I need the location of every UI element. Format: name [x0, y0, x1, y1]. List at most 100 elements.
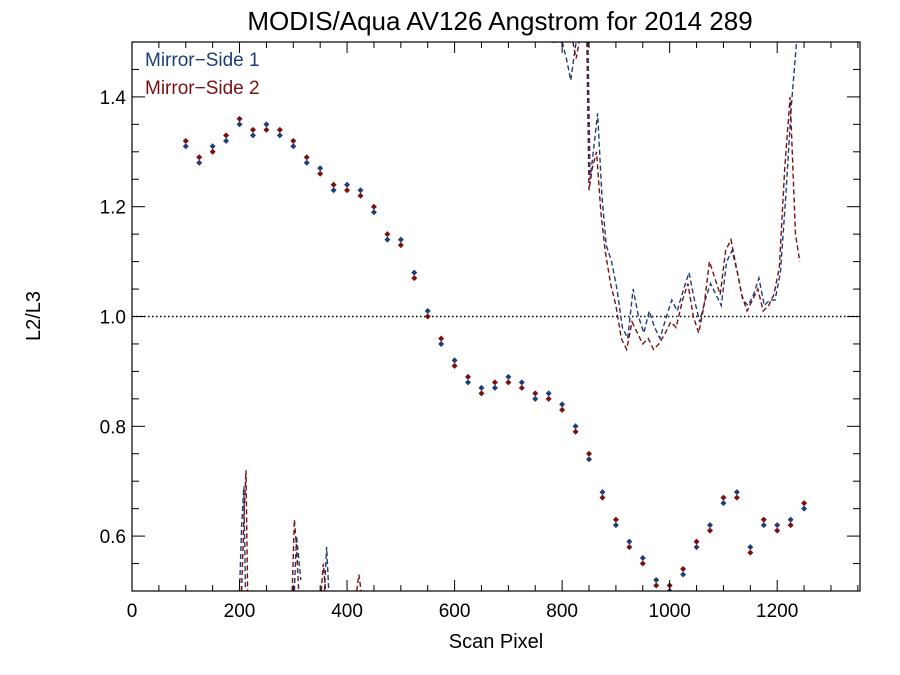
- mirror-side1-point: [438, 340, 445, 347]
- mirror-side2-point: [196, 154, 203, 161]
- mirror-side1-point: [236, 121, 243, 128]
- x-tick-label: 0: [127, 601, 138, 622]
- mirror-side1-point: [263, 121, 270, 128]
- mirror-side2-point: [303, 154, 310, 161]
- mirror-side1-point: [733, 489, 740, 496]
- mirror-side2-point: [182, 137, 189, 144]
- mirror-side1-point: [465, 379, 472, 386]
- x-tick-label: 600: [439, 601, 471, 622]
- mirror-side1-point: [680, 571, 687, 578]
- y-axis-label: L2/L3: [23, 291, 45, 341]
- mirror-side2-point: [572, 428, 579, 435]
- mirror-side1-point: [370, 209, 377, 216]
- x-axis-label: Scan Pixel: [449, 631, 544, 653]
- mirror-side2-point: [706, 527, 713, 534]
- x-tick-label: 200: [224, 601, 256, 622]
- mirror-side2-point: [236, 115, 243, 122]
- x-tick-label: 1200: [756, 601, 798, 622]
- mirror-side1-point: [572, 423, 579, 430]
- mirror-side2-point: [518, 384, 525, 391]
- mirror-side2-point: [720, 494, 727, 501]
- mirror-side1-point: [290, 143, 297, 150]
- mirror-side2-point: [626, 544, 633, 551]
- mirror-side1-point: [599, 489, 606, 496]
- legend-entry-side2: Mirror−Side 2: [145, 78, 260, 99]
- x-tick-label: 800: [546, 601, 578, 622]
- mirror-side1-point: [774, 522, 781, 529]
- mirror-side2-point: [465, 373, 472, 380]
- mirror-side1-point: [209, 143, 216, 150]
- mirror-side2-point: [505, 379, 512, 386]
- mirror-side2-point: [223, 132, 230, 139]
- dashed-profile-line: [238, 486, 247, 591]
- mirror-side2-point: [209, 148, 216, 155]
- mirror-side2-point: [438, 335, 445, 342]
- mirror-side2-point: [639, 560, 646, 567]
- mirror-side1-point: [532, 395, 539, 402]
- y-tick-label: 0.8: [100, 417, 126, 438]
- mirror-side1-point: [787, 516, 794, 523]
- mirror-side2-point: [801, 500, 808, 507]
- mirror-side2-point: [693, 538, 700, 545]
- plot-clip-group: [132, 42, 860, 591]
- mirror-side2-point: [545, 395, 552, 402]
- mirror-side1-point: [693, 544, 700, 551]
- mirror-side1-point: [451, 357, 458, 364]
- mirror-side2-point: [787, 522, 794, 529]
- mirror-side2-point: [478, 390, 485, 397]
- x-tick-label: 400: [331, 601, 363, 622]
- mirror-side1-point: [626, 538, 633, 545]
- mirror-side1-point: [249, 132, 256, 139]
- mirror-side2-point: [384, 231, 391, 238]
- chart-title: MODIS/Aqua AV126 Angstrom for 2014 289: [247, 6, 752, 36]
- mirror-side1-point: [478, 384, 485, 391]
- mirror-side1-point: [801, 505, 808, 512]
- mirror-side2-point: [532, 390, 539, 397]
- mirror-side2-point: [424, 313, 431, 320]
- mirror-side1-point: [545, 390, 552, 397]
- mirror-side2-point: [680, 566, 687, 573]
- mirror-side1-point: [276, 132, 283, 139]
- legend: Mirror−Side 1 Mirror−Side 2: [145, 50, 260, 99]
- mirror-side1-point: [182, 143, 189, 150]
- mirror-side1-point: [639, 555, 646, 562]
- mirror-side2-point: [747, 549, 754, 556]
- mirror-side2-point: [586, 450, 593, 457]
- mirror-side2-point: [774, 527, 781, 534]
- mirror-side2-point: [491, 379, 498, 386]
- mirror-side1-point: [559, 401, 566, 408]
- mirror-side1-point: [760, 522, 767, 529]
- dashed-profile-line: [320, 563, 327, 591]
- mirror-side2-point: [344, 187, 351, 194]
- plot-frame: [131, 41, 861, 592]
- mirror-side2-point: [263, 126, 270, 133]
- mirror-side2-point: [357, 192, 364, 199]
- dashed-profile-line: [572, 42, 581, 59]
- dashed-profile-line: [356, 574, 362, 591]
- mirror-side1-point: [653, 577, 660, 584]
- mirror-side1-point: [330, 187, 337, 194]
- dashed-profile-line: [586, 42, 801, 352]
- mirror-side1-point: [357, 187, 364, 194]
- mirror-side1-point: [317, 165, 324, 172]
- dashed-profile-line: [561, 42, 577, 81]
- mirror-side2-point: [317, 170, 324, 177]
- mirror-side2-point: [760, 516, 767, 523]
- mirror-side2-point: [249, 126, 256, 133]
- y-tick-label: 1.4: [100, 88, 127, 109]
- legend-entry-side1: Mirror−Side 1: [145, 50, 260, 71]
- mirror-side2-point: [370, 203, 377, 210]
- mirror-side1-point: [424, 308, 431, 315]
- dashed-profile-line: [323, 547, 330, 591]
- dashed-profile-line: [240, 470, 249, 591]
- mirror-side2-point: [397, 242, 404, 249]
- mirror-side2-point: [290, 137, 297, 144]
- mirror-side1-point: [196, 159, 203, 166]
- dashed-profile-line: [291, 519, 300, 591]
- y-tick-label: 1.0: [100, 308, 126, 329]
- plot-area: 0 200 400 600 800 1000 1200 0.6 0.8 1.0 1.2 1.4: [100, 41, 860, 622]
- mirror-side1-point: [397, 236, 404, 243]
- mirror-side1-point: [586, 456, 593, 463]
- mirror-side1-point: [411, 269, 418, 276]
- mirror-side1-point: [505, 373, 512, 380]
